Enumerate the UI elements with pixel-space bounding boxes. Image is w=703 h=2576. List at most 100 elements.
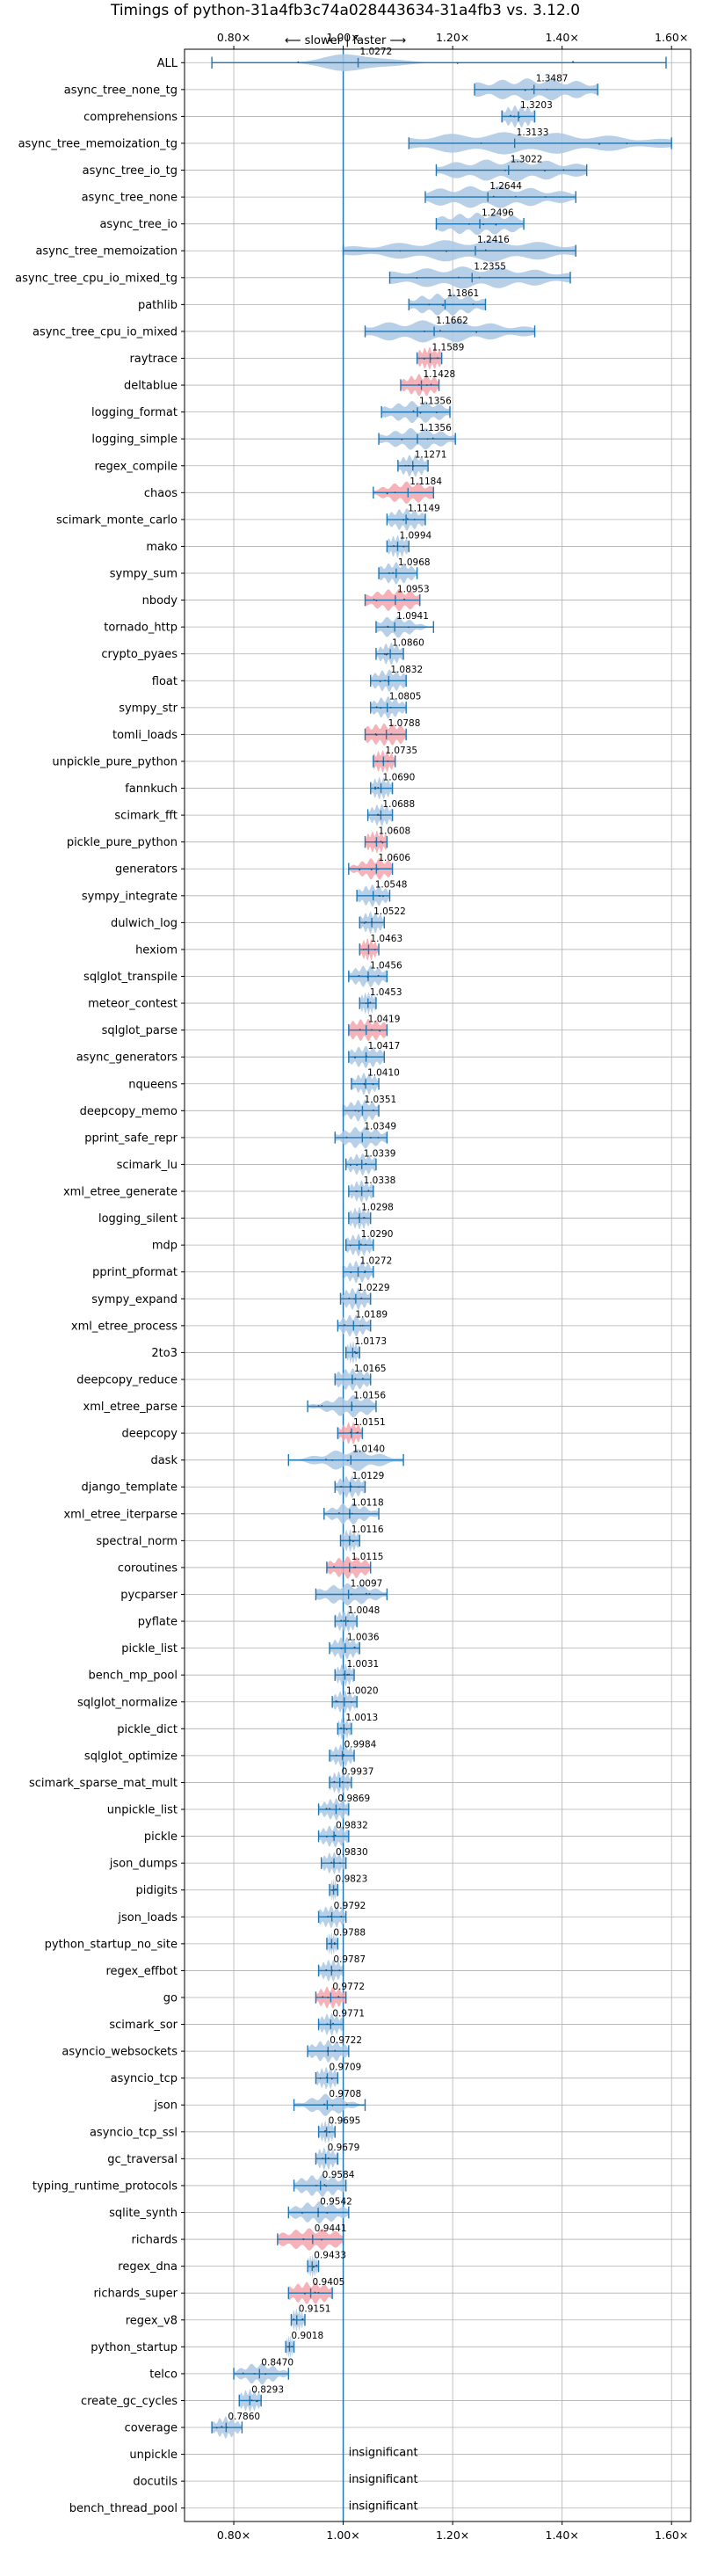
- sample-dot: [344, 1324, 346, 1326]
- sample-dot: [370, 869, 373, 870]
- sample-dot: [396, 545, 399, 548]
- value-label: 1.3487: [536, 74, 569, 84]
- sample-dot: [435, 411, 438, 414]
- sample-dot: [348, 1512, 351, 1515]
- value-label: 0.9984: [344, 1740, 377, 1750]
- value-label: 1.0351: [364, 1095, 396, 1105]
- sample-dot: [359, 1324, 361, 1327]
- sample-dot: [340, 1916, 343, 1917]
- sample-dot: [382, 760, 384, 763]
- insignificant-label: insignificant: [349, 2500, 418, 2514]
- benchmark-label: gc_traversal: [107, 2153, 178, 2166]
- sample-dot: [426, 384, 428, 386]
- sample-dot: [313, 2266, 315, 2268]
- insignificant-label: insignificant: [349, 2447, 418, 2460]
- value-label: 1.0690: [383, 772, 416, 782]
- sample-dot: [315, 2264, 318, 2267]
- sample-dot: [350, 1271, 352, 1274]
- sample-dot: [343, 1728, 345, 1729]
- benchmark-label: python_startup: [91, 2341, 178, 2354]
- value-label: 0.8470: [261, 2358, 294, 2369]
- value-label: 1.0941: [396, 611, 429, 622]
- benchmark-label: raytrace: [129, 353, 178, 366]
- benchmark-label: regex_compile: [94, 460, 178, 473]
- sample-dot: [394, 491, 396, 494]
- benchmark-label: regex_dna: [118, 2260, 178, 2274]
- sample-dot: [379, 680, 381, 683]
- benchmark-label: asyncio_tcp_ssl: [90, 2126, 178, 2139]
- value-label: 0.9695: [329, 2116, 361, 2127]
- value-label: 1.0140: [352, 1444, 385, 1455]
- sample-dot: [412, 410, 415, 412]
- sample-dot: [317, 2291, 320, 2294]
- sample-dot: [377, 1137, 380, 1139]
- value-label: 1.1271: [415, 450, 447, 461]
- sample-dot: [321, 2238, 323, 2241]
- benchmark-label: json_loads: [117, 1911, 178, 1925]
- sample-dot: [510, 114, 512, 117]
- sample-dot: [546, 88, 548, 91]
- sample-dot: [354, 1110, 357, 1112]
- benchmark-label: async_tree_cpu_io_mixed_tg: [15, 272, 178, 285]
- benchmark-label: sqlglot_optimize: [84, 1750, 178, 1763]
- benchmark-label: pycparser: [120, 1589, 178, 1602]
- sample-dot: [351, 1701, 353, 1703]
- value-label: 1.0290: [361, 1229, 394, 1240]
- sample-dot: [325, 1968, 328, 1971]
- benchmark-label: pickle: [144, 1830, 178, 1844]
- sample-dot: [389, 706, 392, 709]
- benchmark-label: mdp: [152, 1240, 178, 1253]
- sample-dot: [333, 1861, 336, 1864]
- sample-dot: [356, 1190, 359, 1192]
- x-tick-label-bottom: 0.80×: [217, 2529, 250, 2542]
- benchmark-label: sympy_expand: [91, 1293, 178, 1306]
- sample-dot: [373, 949, 376, 951]
- sample-dot: [403, 598, 406, 600]
- value-label: 1.0419: [368, 1014, 401, 1024]
- sample-dot: [340, 1619, 343, 1622]
- value-label: 0.9018: [291, 2331, 323, 2341]
- sample-dot: [352, 1540, 355, 1542]
- sample-dot: [404, 464, 407, 467]
- sample-dot: [363, 1083, 366, 1086]
- sample-dot: [387, 625, 389, 628]
- benchmark-label: richards: [132, 2234, 178, 2247]
- sample-dot: [348, 1673, 351, 1676]
- benchmark-label: sqlglot_parse: [102, 1024, 178, 1037]
- sample-dot: [357, 1431, 359, 1434]
- benchmark-label: chaos: [144, 487, 178, 500]
- sample-dot: [374, 786, 376, 789]
- sample-dot: [331, 2104, 334, 2107]
- sample-dot: [215, 2427, 218, 2429]
- benchmark-label: scimark_fft: [114, 810, 178, 823]
- benchmark-label: logging_simple: [91, 433, 178, 447]
- sample-dot: [353, 1646, 356, 1648]
- sample-dot: [367, 1002, 370, 1004]
- benchmark-label: deepcopy_memo: [80, 1105, 178, 1118]
- benchmark-label: coroutines: [118, 1561, 178, 1575]
- sample-dot: [329, 1942, 331, 1945]
- sample-dot: [374, 840, 376, 843]
- value-label: 1.0688: [382, 799, 415, 810]
- sample-dot: [359, 1029, 361, 1030]
- value-label: 1.0463: [370, 934, 402, 944]
- sample-dot: [297, 61, 300, 63]
- sample-dot: [343, 1619, 345, 1622]
- sample-dot: [304, 2292, 306, 2295]
- sample-dot: [378, 894, 380, 897]
- benchmark-label: float: [152, 675, 178, 688]
- value-label: 0.9151: [299, 2304, 331, 2315]
- value-label: 1.1428: [424, 369, 456, 380]
- sample-dot: [426, 438, 429, 440]
- sample-dot: [350, 1593, 352, 1596]
- value-label: 1.0165: [354, 1364, 387, 1374]
- benchmark-label: async_generators: [76, 1052, 178, 1065]
- benchmark-labels: ALL 1.0272 async_tree_none_tg 1.3487 compreh…: [15, 47, 568, 2515]
- value-label: 1.0735: [385, 746, 417, 756]
- sample-dot: [332, 2022, 334, 2025]
- sample-dot: [372, 1083, 374, 1086]
- benchmark-label: fannkuch: [125, 782, 178, 796]
- sample-dot: [383, 653, 386, 655]
- value-label: 0.9830: [336, 1847, 368, 1858]
- sample-dot: [382, 895, 384, 898]
